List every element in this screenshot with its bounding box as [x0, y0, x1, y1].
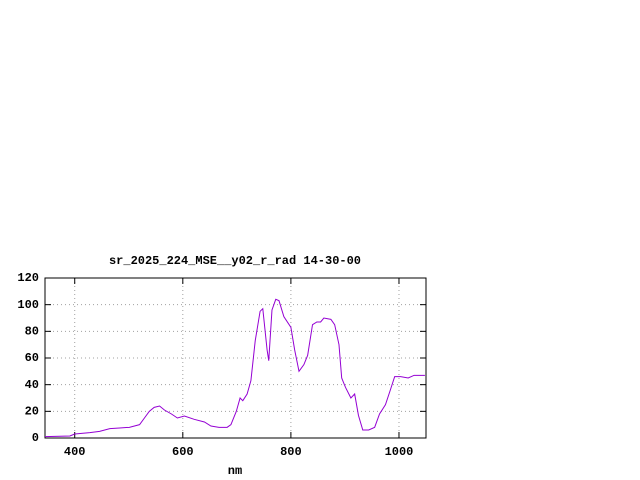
y-tick-label: 60: [25, 351, 39, 365]
x-tick-label: 800: [280, 445, 302, 459]
y-tick-label: 20: [25, 405, 39, 419]
y-tick-label: 40: [25, 378, 39, 392]
x-axis-label: nm: [228, 464, 242, 478]
x-tick-label: 400: [64, 445, 86, 459]
data-line: [44, 298, 425, 438]
plot-frame: [44, 277, 427, 439]
y-tick-label: 120: [17, 271, 39, 285]
y-tick-label: 80: [25, 325, 39, 339]
chart-title: sr_2025_224_MSE__y02_r_rad 14-30-00: [109, 254, 361, 268]
x-tick-label: 1000: [385, 445, 414, 459]
x-tick-label: 600: [172, 445, 194, 459]
y-tick-label: 100: [17, 298, 39, 312]
y-tick-label: 0: [32, 431, 39, 445]
